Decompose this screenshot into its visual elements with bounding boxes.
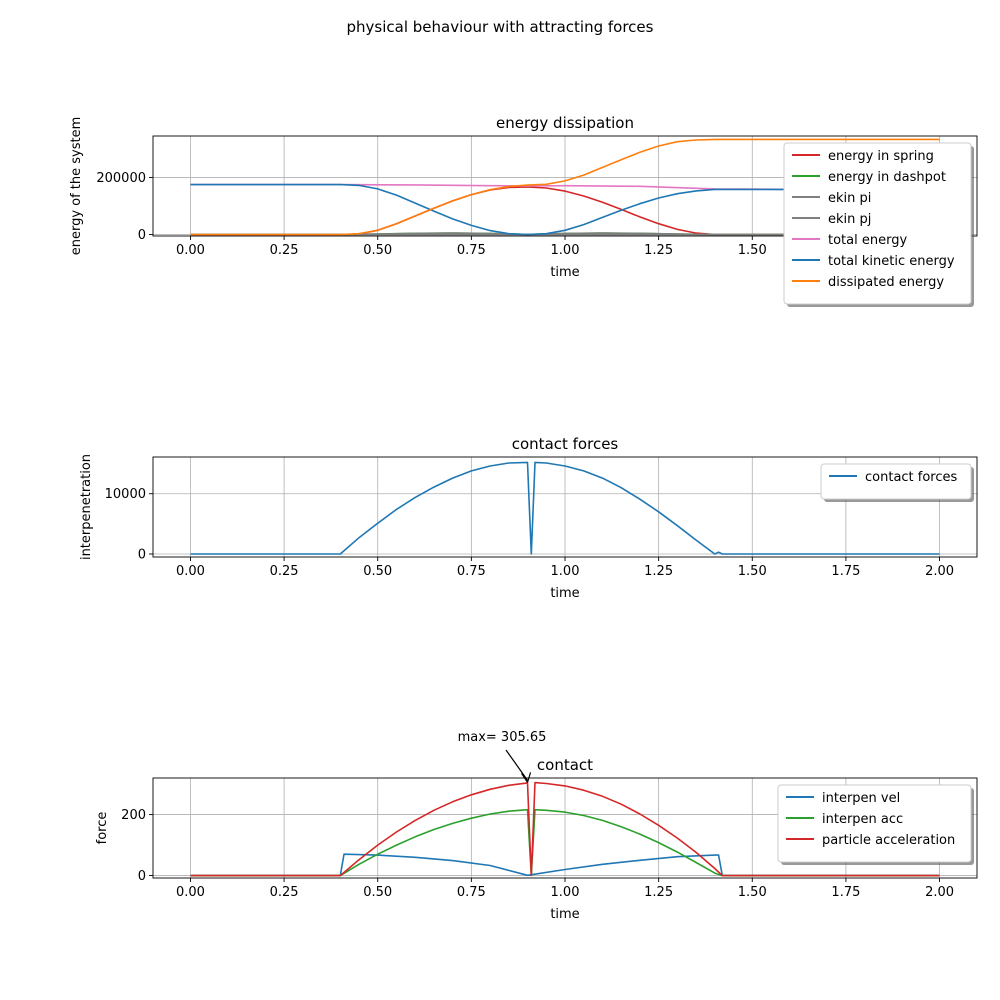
series-line-1: [190, 461, 940, 555]
x-axis-label: time: [550, 907, 579, 922]
x-tick-label: 0.25: [270, 885, 299, 900]
x-tick-label: 0.00: [176, 243, 205, 258]
chart-panel-3: 0.00 0.25 0.50 0.75 1.00 1.25 1.50 1.75 2.00 0 200…: [95, 730, 978, 922]
y-tick-label: 10000: [105, 487, 146, 502]
x-tick-label: 1.75: [831, 885, 860, 900]
chart-panel-1: 0.000.250.500.751.001.251.501.752.000200…: [69, 114, 978, 307]
x-tick-label: 1.00: [551, 243, 580, 258]
x-tick-label: 2.00: [925, 564, 954, 579]
legend-entry: particle acceleration: [822, 833, 955, 848]
x-tick-label: 1.25: [644, 243, 673, 258]
x-tick-label: 1.50: [738, 885, 767, 900]
x-tick-label: 1.25: [644, 885, 673, 900]
x-tick-label: 0.25: [270, 243, 299, 258]
x-tick-label: 0.50: [363, 564, 392, 579]
series-line-6: [190, 183, 940, 236]
legend-entry: energy in spring: [828, 149, 934, 164]
x-tick-label: 1.25: [644, 564, 673, 579]
legend-entry: interpen acc: [822, 812, 903, 827]
y-tick-label: 0: [138, 869, 146, 884]
x-tick-label: 0.50: [363, 885, 392, 900]
y-axis-label: interpenetration: [79, 454, 94, 560]
x-tick-label: 0.75: [457, 243, 486, 258]
legend-entry: total kinetic energy: [828, 254, 955, 269]
x-tick-label: 0.00: [176, 885, 205, 900]
x-tick-label: 0.25: [270, 564, 299, 579]
x-tick-label: 0.75: [457, 564, 486, 579]
x-axis-label: time: [550, 586, 579, 601]
x-tick-label: 1.00: [551, 564, 580, 579]
series-line-7: [190, 138, 940, 236]
y-tick-label: 0: [138, 547, 146, 562]
max-annotation-label: max= 305.65: [458, 730, 547, 745]
figure-title: physical behaviour with attracting force…: [347, 18, 654, 36]
x-axis-label: time: [550, 265, 579, 280]
chart-panel-2: 0.00 0.25 0.50 0.75 1.00 1.25 1.50 1.75 2.00 0 100…: [79, 435, 978, 601]
y-axis-label: energy of the system: [69, 117, 84, 256]
legend-box: [783, 142, 972, 305]
legend-box: [820, 463, 972, 500]
y-axis-label: force: [95, 812, 110, 845]
x-tick-label: 1.00: [551, 885, 580, 900]
chart-title: energy dissipation: [496, 114, 634, 132]
legend-box: [777, 784, 972, 863]
x-tick-label: 0.00: [176, 564, 205, 579]
y-tick-label: 200000: [96, 171, 146, 186]
annotation-arrow: [505, 749, 529, 781]
chart-title: contact: [537, 756, 593, 774]
annotation-arrowhead: [521, 772, 532, 783]
x-tick-label: 0.75: [457, 885, 486, 900]
y-tick-label: 0: [138, 228, 146, 243]
legend-entry: dissipated energy: [828, 275, 944, 290]
series-line-3: [190, 781, 940, 877]
x-tick-label: 0.50: [363, 243, 392, 258]
legend-entry: energy in dashpot: [828, 170, 946, 185]
x-tick-label: 1.75: [831, 564, 860, 579]
series-line-1: [190, 853, 940, 877]
x-tick-label: 2.00: [925, 885, 954, 900]
legend-entry: interpen vel: [822, 791, 900, 806]
legend-entry: total energy: [828, 233, 907, 248]
chart-title: contact forces: [512, 435, 619, 453]
legend-entry: ekin pj: [828, 212, 871, 227]
x-tick-label: 1.50: [738, 564, 767, 579]
legend-entry: ekin pi: [828, 191, 871, 206]
y-tick-label: 200: [121, 808, 146, 823]
legend-entry: contact forces: [865, 470, 958, 485]
x-tick-label: 1.50: [738, 243, 767, 258]
